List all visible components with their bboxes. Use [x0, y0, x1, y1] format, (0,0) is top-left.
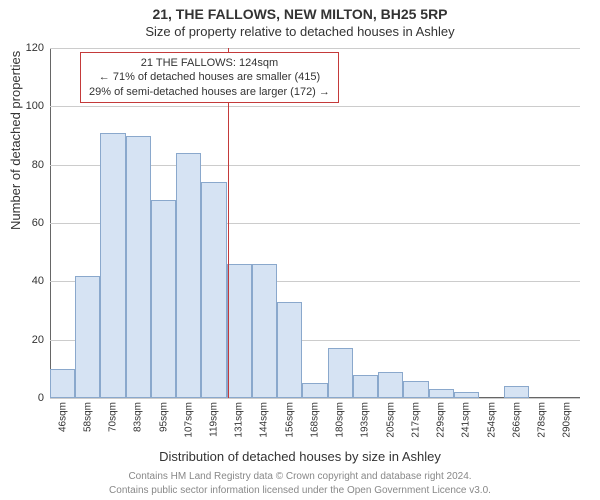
bar-slot: 193sqm [353, 48, 378, 398]
bar-slot: 290sqm [555, 48, 580, 398]
bar-slot: 241sqm [454, 48, 479, 398]
bar [227, 264, 252, 398]
chart-container: 21, THE FALLOWS, NEW MILTON, BH25 5RP Si… [0, 0, 600, 500]
bar [100, 133, 125, 398]
x-tick-label: 290sqm [562, 402, 573, 438]
x-tick-label: 70sqm [108, 402, 119, 432]
bar-slot: 278sqm [529, 48, 554, 398]
info-line-3: 29% of semi-detached houses are larger (… [89, 85, 330, 99]
chart-title: 21, THE FALLOWS, NEW MILTON, BH25 5RP [0, 6, 600, 22]
bar [277, 302, 302, 398]
x-tick-label: 266sqm [511, 402, 522, 438]
bar-slot: 205sqm [378, 48, 403, 398]
bar [75, 276, 100, 399]
x-tick-label: 180sqm [335, 402, 346, 438]
x-tick-label: 58sqm [82, 402, 93, 432]
x-tick-label: 119sqm [209, 402, 220, 437]
y-axis-label: Number of detached properties [8, 51, 23, 230]
x-tick-label: 278sqm [537, 402, 548, 438]
y-tick-label: 0 [38, 392, 44, 404]
bar [201, 182, 226, 398]
x-tick-label: 193sqm [360, 402, 371, 438]
y-tick-label: 80 [32, 159, 44, 171]
bar [504, 386, 529, 398]
y-tick-label: 120 [26, 42, 44, 54]
bar [328, 348, 353, 398]
bar [403, 381, 428, 399]
x-tick-label: 156sqm [284, 402, 295, 438]
x-tick-label: 254sqm [486, 402, 497, 438]
bar [252, 264, 277, 398]
x-tick-label: 83sqm [133, 402, 144, 432]
x-axis-label: Distribution of detached houses by size … [0, 449, 600, 464]
chart-subtitle: Size of property relative to detached ho… [0, 24, 600, 39]
x-tick-label: 168sqm [309, 402, 320, 438]
bar-slot: 229sqm [429, 48, 454, 398]
footer-line-1: Contains HM Land Registry data © Crown c… [0, 471, 600, 482]
x-tick-label: 205sqm [385, 402, 396, 438]
bar [353, 375, 378, 398]
info-line-1: 21 THE FALLOWS: 124sqm [89, 56, 330, 70]
bar [454, 392, 479, 398]
y-tick-label: 100 [26, 100, 44, 112]
bar-slot: 266sqm [504, 48, 529, 398]
bar [176, 153, 201, 398]
x-tick-label: 217sqm [410, 402, 421, 438]
bar [50, 369, 75, 398]
bar [378, 372, 403, 398]
bar [151, 200, 176, 398]
y-tick-label: 40 [32, 275, 44, 287]
info-box: 21 THE FALLOWS: 124sqm ← 71% of detached… [80, 52, 339, 103]
y-tick-label: 20 [32, 334, 44, 346]
bar-slot: 217sqm [403, 48, 428, 398]
bar [126, 136, 151, 399]
y-tick-label: 60 [32, 217, 44, 229]
footer-line-2: Contains public sector information licen… [0, 485, 600, 496]
x-tick-label: 144sqm [259, 402, 270, 438]
x-tick-label: 95sqm [158, 402, 169, 432]
plot-area: 020406080100120 46sqm58sqm70sqm83sqm95sq… [50, 48, 580, 398]
bar-slot: 46sqm [50, 48, 75, 398]
info-line-2: ← 71% of detached houses are smaller (41… [89, 70, 330, 84]
x-tick-label: 107sqm [183, 402, 194, 438]
x-tick-label: 46sqm [57, 402, 68, 432]
x-tick-label: 229sqm [436, 402, 447, 438]
gridline [50, 398, 580, 399]
bar [302, 383, 327, 398]
bar [429, 389, 454, 398]
x-tick-label: 131sqm [234, 402, 245, 438]
x-tick-label: 241sqm [461, 402, 472, 438]
bar-slot: 254sqm [479, 48, 504, 398]
